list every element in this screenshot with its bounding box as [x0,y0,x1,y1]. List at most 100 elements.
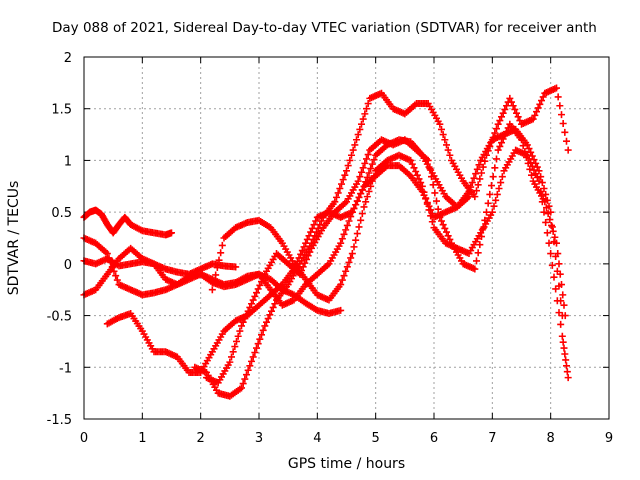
data-point [246,362,254,370]
data-point [531,111,539,119]
data-point [550,273,558,281]
data-point [241,315,249,323]
data-point [365,187,373,195]
data-point [443,141,450,149]
data-point [308,224,316,232]
data-point [351,141,359,149]
data-point [473,257,480,265]
data-point [479,224,487,232]
y-tick-label: 1 [64,154,72,169]
data-point [370,156,378,164]
data-point [558,111,565,119]
data-point [549,227,557,235]
data-point [498,113,505,121]
data-point [243,371,250,379]
data-point [259,274,267,282]
data-point [478,233,485,241]
data-point [244,366,252,374]
data-point [368,177,376,185]
data-point [529,115,537,123]
data-point [269,303,277,311]
data-point [108,263,116,271]
data-point [363,173,371,181]
data-point [364,151,372,159]
data-point [233,337,240,345]
data-point [490,202,498,210]
data-point [244,307,252,315]
y-tick-label: -1 [59,361,72,376]
data-point [342,267,350,275]
data-point [555,260,563,268]
data-point [488,138,495,146]
data-point [561,350,569,358]
data-points [80,84,572,400]
data-point [304,252,312,260]
data-point [337,281,345,289]
data-point [337,239,345,247]
data-point [519,142,527,150]
data-point [358,168,365,176]
data-point [251,349,259,357]
data-point [246,303,254,311]
data-point [268,307,275,315]
data-point [494,120,502,128]
data-point [492,196,500,204]
data-point [514,113,522,121]
data-point [555,309,563,317]
data-point [553,84,560,92]
data-point [342,226,350,234]
data-point [511,105,519,113]
data-point [408,160,416,168]
data-point [334,189,342,197]
data-point [533,108,540,116]
data-point [365,169,373,177]
data-point [258,331,265,339]
data-point [495,185,503,193]
data-point [361,110,369,118]
data-point [333,193,340,201]
data-point [553,239,560,247]
data-point [521,148,529,156]
data-point [415,175,423,183]
data-point [253,344,260,352]
data-point [261,322,269,330]
data-point [545,239,553,247]
data-point [444,232,452,240]
data-point [541,198,549,206]
data-point [538,97,545,105]
data-point [481,216,489,224]
data-point [484,199,492,207]
data-point [208,286,216,294]
plot-frame [83,56,610,420]
data-point [337,306,345,314]
data-point [339,176,347,184]
data-point [303,235,311,243]
data-point [543,229,551,237]
data-point [558,332,566,340]
data-point [498,173,506,181]
data-point [426,165,434,173]
data-point [264,315,272,323]
data-point [497,179,505,187]
data-point [478,169,485,177]
x-tick-label: 1 [138,431,146,446]
data-point [554,93,562,101]
data-point [358,120,365,128]
data-point [412,168,420,176]
y-tick-label: 0.5 [51,206,72,221]
data-point [343,221,351,229]
data-point [258,278,265,286]
data-point [474,181,482,189]
data-point [428,173,435,181]
data-point [417,179,425,187]
data-point [210,278,218,286]
data-point [232,263,240,271]
data-point [236,327,244,335]
data-point [493,125,500,133]
data-point [296,270,304,278]
data-point [217,249,225,257]
data-point [103,250,111,258]
data-point [548,223,556,231]
data-point [548,221,555,229]
